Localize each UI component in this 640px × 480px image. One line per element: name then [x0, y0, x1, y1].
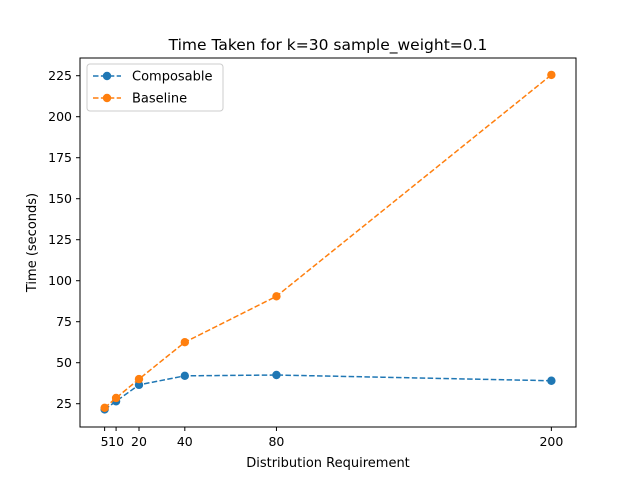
- data-point-composable: [547, 376, 556, 385]
- legend-marker: [102, 71, 112, 81]
- data-point-composable: [272, 370, 281, 380]
- plot-frame: [79, 57, 577, 428]
- series-baseline: [100, 70, 556, 413]
- data-point-baseline: [180, 338, 190, 347]
- y-tick-label: 75: [56, 314, 72, 329]
- y-axis-label: Time (seconds): [25, 193, 40, 293]
- y-tick-label: 225: [48, 68, 72, 83]
- data-point-baseline: [134, 374, 144, 384]
- data-point-composable: [180, 371, 190, 381]
- legend-label: Baseline: [132, 92, 187, 107]
- x-tick-label: 80: [268, 434, 284, 449]
- x-tick-label: 20: [131, 434, 147, 449]
- y-tick-label: 125: [48, 232, 72, 247]
- x-axis: 5 10 20 40 80 200: [101, 427, 563, 449]
- y-tick-label: 150: [48, 191, 72, 206]
- data-point-composable: [134, 380, 144, 390]
- data-point-baseline: [272, 292, 281, 301]
- y-tick-label: 50: [56, 355, 72, 370]
- y-tick-label: 200: [48, 109, 72, 124]
- data-point-baseline: [547, 70, 556, 80]
- data-point-baseline: [100, 403, 109, 413]
- legend-item-composable: Composable: [93, 70, 213, 85]
- legend: Composable Baseline: [86, 63, 224, 112]
- y-tick-label: 100: [48, 273, 72, 288]
- chart-title: Time Taken for k=30 sample_weight=0.1: [168, 36, 488, 55]
- series-layer: [100, 70, 556, 414]
- x-tick-label: 5: [101, 434, 109, 449]
- x-tick-label: 40: [177, 434, 193, 449]
- x-tick-label: 10: [108, 434, 124, 449]
- y-tick-label: 25: [56, 396, 72, 411]
- y-axis: 25 50 75 100 125 150 175 200 225: [48, 68, 80, 411]
- legend-marker: [102, 93, 112, 103]
- x-axis-label: Distribution Requirement: [246, 456, 410, 471]
- legend-label: Composable: [132, 70, 213, 85]
- data-point-baseline: [111, 393, 121, 403]
- x-tick-label: 200: [539, 434, 563, 449]
- y-tick-label: 175: [48, 150, 72, 165]
- plot-area: [79, 57, 577, 428]
- legend-item-baseline: Baseline: [93, 92, 187, 107]
